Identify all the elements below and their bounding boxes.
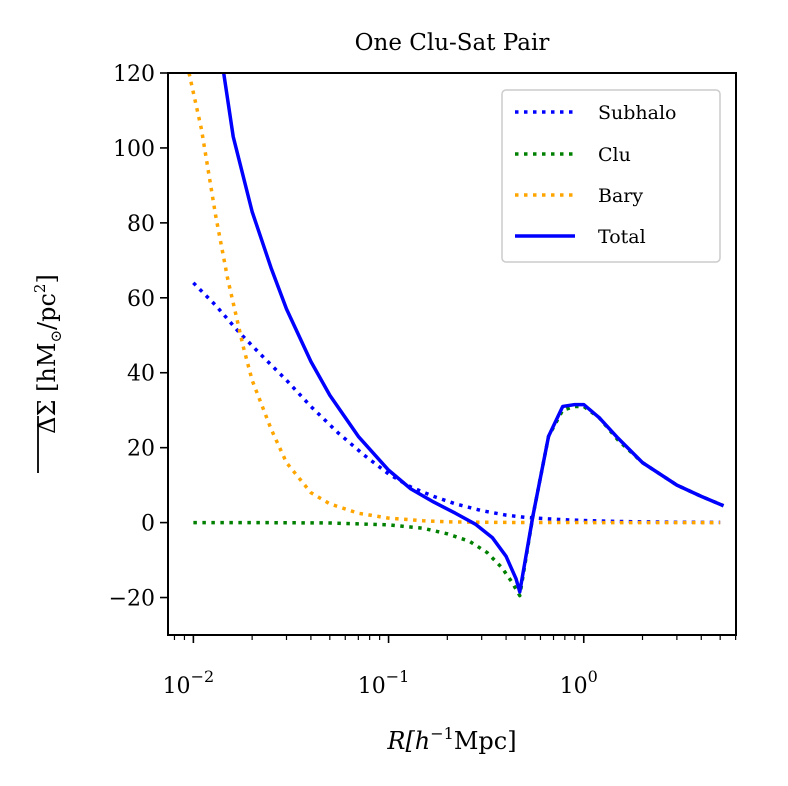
x-tick-label: 10−2	[163, 667, 215, 699]
legend-label-total: Total	[598, 226, 646, 248]
plot-frame	[167, 72, 737, 636]
series-layer	[187, 73, 725, 598]
legend-label-subhalo: Subhalo	[598, 102, 677, 124]
y-tick-label: 120	[113, 62, 155, 87]
y-tick-label: 80	[127, 212, 155, 237]
y-tick-label: 60	[127, 287, 155, 312]
y-tick-label: 0	[141, 512, 155, 537]
x-tick-label: 10−1	[358, 667, 410, 699]
y-tick-label: 20	[127, 437, 155, 462]
ticks-layer: −20 0 20 40 60 80 100 120 10−2 10−1 100	[109, 62, 737, 699]
y-axis-label: ΔΣ [hM⊙/pc2]	[31, 274, 65, 434]
x-axis-label: R[h−1Mpc]	[386, 724, 516, 755]
y-tick-label: −20	[109, 587, 155, 612]
y-tick-label: 40	[127, 362, 155, 387]
series-line-subhalo	[192, 281, 721, 525]
y-tick-label: 100	[113, 137, 155, 162]
series-line-total	[221, 73, 725, 594]
x-tick-label: 100	[560, 667, 598, 699]
series-line-bary	[187, 73, 721, 525]
legend: Subhalo Clu Bary Total	[501, 89, 721, 263]
chart-title: One Clu-Sat Pair	[355, 30, 550, 56]
legend-label-clu: Clu	[598, 144, 631, 166]
legend-label-bary: Bary	[598, 185, 643, 207]
legend-box	[501, 89, 721, 263]
